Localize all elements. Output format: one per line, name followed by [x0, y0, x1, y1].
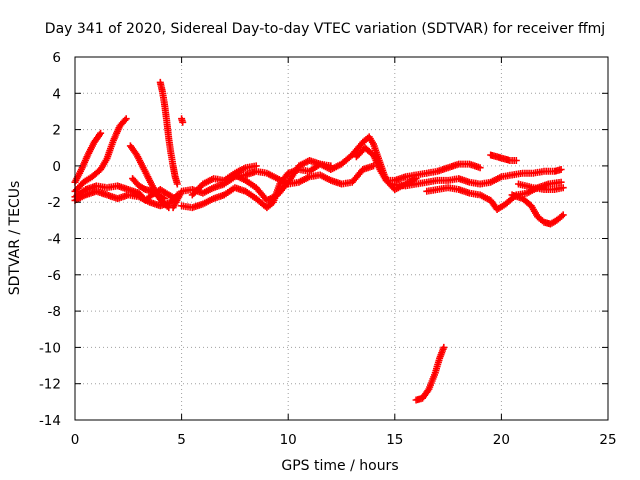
data-point-marker	[512, 157, 520, 164]
data-point-marker	[161, 195, 168, 203]
data-point-marker	[97, 129, 105, 137]
data-point-marker	[173, 180, 181, 188]
series-arc-16	[487, 151, 520, 164]
series-arc-8	[178, 115, 187, 126]
series-arc-6	[129, 175, 168, 203]
y-tick-label: 2	[52, 123, 61, 139]
x-tick-label: 20	[493, 432, 510, 448]
y-tick-label: -14	[39, 413, 61, 429]
y-tick-label: 0	[52, 159, 61, 175]
y-tick-label: -8	[48, 304, 61, 320]
series-arc-12	[231, 133, 420, 204]
y-tick-label: -6	[48, 268, 61, 284]
data-point-marker	[252, 162, 260, 170]
y-tick-label: 4	[52, 86, 61, 102]
data-point-marker	[476, 164, 484, 172]
y-tick-label: -4	[48, 232, 61, 248]
data-point-marker	[96, 131, 103, 139]
data-point-marker	[440, 343, 448, 351]
series-arc-11	[188, 162, 260, 199]
data-point-marker	[559, 211, 567, 219]
series-arc-19	[412, 343, 448, 404]
x-tick-label: 5	[177, 432, 186, 448]
data-point-marker	[559, 184, 567, 192]
x-tick-label: 0	[71, 432, 80, 448]
y-tick-label: -2	[48, 195, 61, 211]
chart-title: Day 341 of 2020, Sidereal Day-to-day VTE…	[45, 21, 605, 37]
grid	[75, 57, 608, 420]
series-arc-2	[71, 115, 130, 195]
data-point-marker	[179, 118, 187, 126]
y-tick-label: -10	[39, 340, 61, 356]
series-arc-7	[156, 78, 181, 188]
y-axis-label: SDTVAR / TECUs	[7, 181, 23, 296]
series-arc-17	[508, 191, 567, 228]
plot-frame	[74, 56, 609, 421]
x-tick-label: 25	[599, 432, 616, 448]
data-point-marker	[557, 178, 565, 186]
y-tick-label: 6	[52, 50, 61, 66]
y-tick-label: -12	[39, 377, 61, 393]
data-point-marker	[121, 116, 129, 124]
series-arc-18	[515, 180, 567, 193]
data-points	[71, 78, 567, 404]
series-arc-1	[71, 129, 105, 186]
data-point-marker	[557, 166, 565, 173]
x-tick-label: 15	[386, 432, 403, 448]
x-tick-label: 10	[280, 432, 297, 448]
data-point-marker	[122, 115, 130, 123]
x-axis-label: GPS time / hours	[281, 458, 398, 474]
series-arc-14	[387, 166, 565, 190]
axis-ticks: 0 5 10 15 20 25 -14 -12 -10 -8 -6 -4 -2 0 2 4 6	[39, 50, 617, 448]
